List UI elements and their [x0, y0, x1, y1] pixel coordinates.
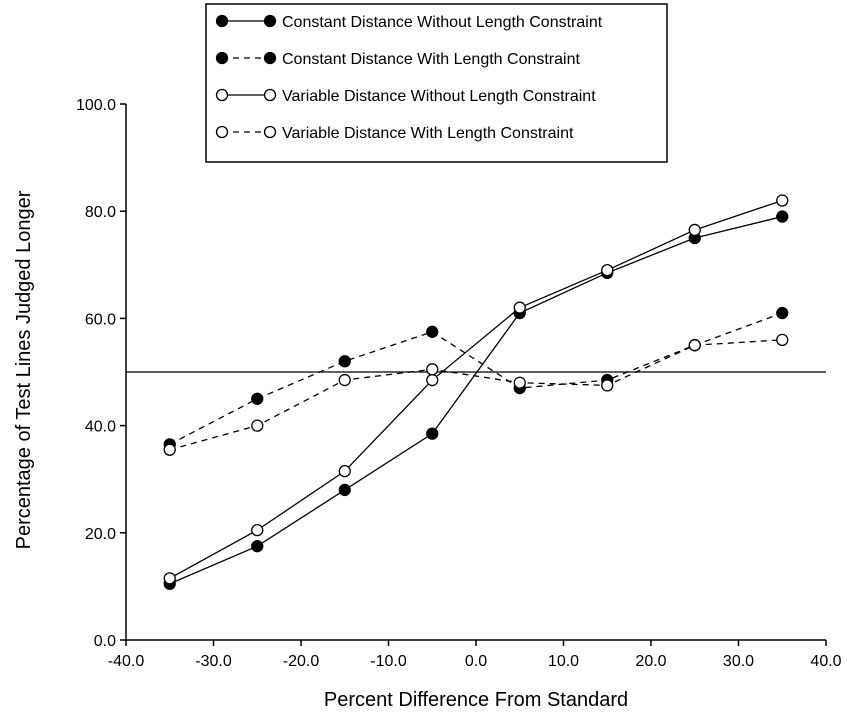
- legend-marker: [215, 125, 229, 139]
- x-tick-label: -30.0: [195, 653, 232, 670]
- data-point: [776, 333, 789, 346]
- data-point: [163, 572, 176, 585]
- data-point: [338, 355, 351, 368]
- data-point: [338, 483, 351, 497]
- legend-marker: [263, 125, 277, 139]
- legend-item: Constant Distance With Length Constraint: [215, 51, 580, 68]
- data-point: [338, 373, 351, 387]
- y-tick-label: 20.0: [85, 526, 116, 543]
- x-tick-label: 40.0: [810, 653, 841, 670]
- legend-label: Variable Distance Without Length Constra…: [282, 88, 596, 105]
- x-tick-label: -20.0: [283, 653, 320, 670]
- legend-marker: [215, 51, 229, 65]
- y-tick-label: 100.0: [76, 97, 116, 114]
- data-point: [688, 223, 701, 237]
- legend-marker: [263, 51, 277, 65]
- x-axis-label: Percent Difference From Standard: [324, 689, 628, 711]
- data-point: [688, 339, 701, 352]
- data-point: [601, 379, 614, 392]
- x-tick-label: 10.0: [548, 653, 579, 670]
- x-tick-label: -10.0: [370, 653, 407, 670]
- legend-marker: [215, 88, 229, 102]
- legend-item: Variable Distance Without Length Constra…: [215, 88, 596, 105]
- data-point: [426, 325, 439, 338]
- data-point: [251, 523, 264, 537]
- data-point: [426, 373, 439, 387]
- data-point: [776, 306, 789, 320]
- data-point: [163, 443, 176, 456]
- legend-marker: [263, 88, 277, 102]
- legend: Constant Distance Without Length Constra…: [205, 3, 668, 163]
- data-point: [426, 427, 439, 440]
- data-point: [776, 210, 789, 223]
- y-tick-label: 60.0: [85, 311, 116, 328]
- data-point: [338, 465, 351, 478]
- data-point: [251, 540, 264, 553]
- y-tick-label: 80.0: [85, 204, 116, 221]
- x-tick-label: 20.0: [635, 653, 666, 670]
- series-line: [169, 339, 783, 451]
- data-point: [251, 392, 264, 405]
- data-point: [513, 301, 526, 314]
- legend-label: Constant Distance With Length Constraint: [282, 51, 580, 68]
- series-line: [169, 215, 783, 585]
- legend-label: Variable Distance With Length Constraint: [282, 125, 574, 142]
- data-point: [776, 194, 789, 207]
- data-point: [513, 376, 526, 389]
- legend-box: [205, 3, 668, 163]
- legend-item: Constant Distance Without Length Constra…: [215, 14, 603, 31]
- x-tick-label: 30.0: [723, 653, 754, 670]
- x-tick-label: -40.0: [108, 653, 145, 670]
- y-axis-label: Percentage of Test Lines Judged Longer: [13, 190, 35, 549]
- data-point: [601, 264, 614, 277]
- series-3: [163, 194, 789, 585]
- legend-marker: [215, 14, 229, 28]
- x-tick-label: 0.0: [465, 653, 487, 670]
- series-line: [169, 199, 783, 579]
- series-4: [163, 333, 789, 456]
- data-point: [251, 419, 264, 432]
- y-tick-label: 40.0: [85, 419, 116, 436]
- series-line: [169, 312, 783, 445]
- legend-marker: [263, 14, 277, 28]
- y-tick-label: 0.0: [94, 633, 116, 650]
- legend-item: Variable Distance With Length Constraint: [215, 125, 574, 142]
- legend-label: Constant Distance Without Length Constra…: [282, 14, 603, 31]
- data-point: [426, 363, 439, 376]
